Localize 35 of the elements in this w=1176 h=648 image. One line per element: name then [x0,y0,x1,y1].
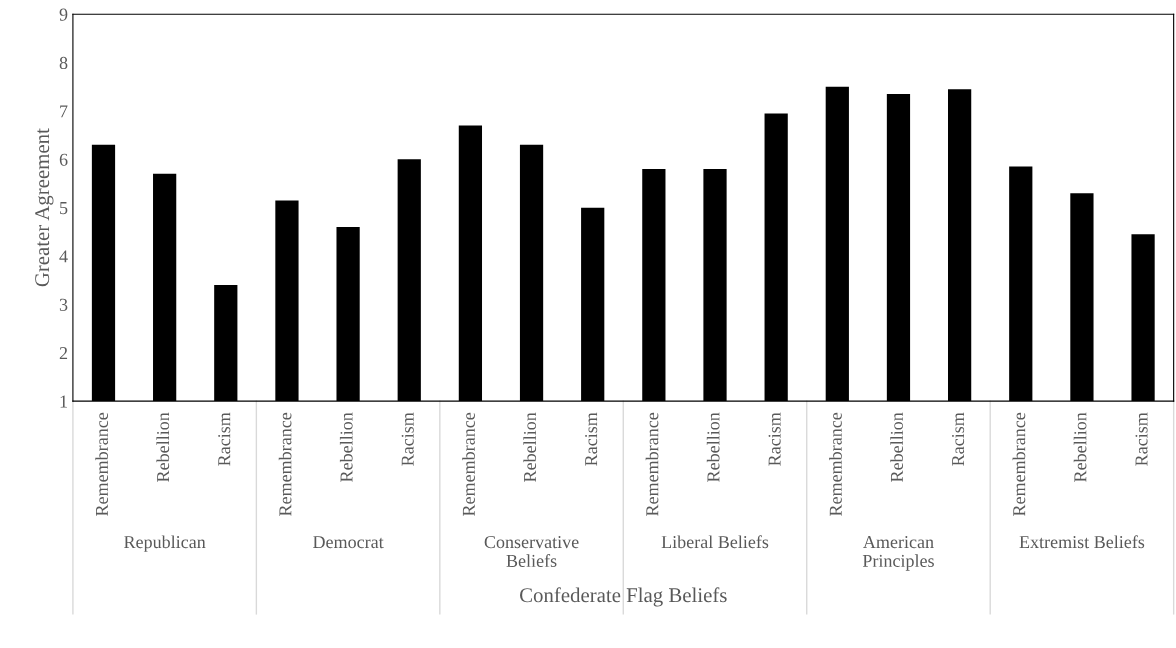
x-tick-label: Racism [585,412,598,466]
x-axis-title: Confederate Flag Beliefs [520,587,727,607]
text: Democrat [313,536,384,549]
y-tick-label: 7 [60,105,68,118]
x-tick-label: Rebellion [523,412,537,482]
x-tick-label: Remembrance [462,412,475,516]
text: Liberal Beliefs [661,535,769,549]
x-tick-label: Remembrance [278,412,292,516]
x-tick-label: Remembrance [645,412,659,516]
y-tick-label: 5 [60,202,68,215]
x-tick-label: Rebellion [1073,412,1087,482]
y-tick-label: 2 [59,347,68,360]
x-tick-label: Rebellion [339,412,353,482]
text: Republican [124,535,206,552]
y-tick-label: 3 [59,298,68,311]
x-tick-label: Rebellion [706,412,720,482]
text: Conservative Beliefs [484,535,579,568]
x-tick-label: Racism [768,412,781,466]
x-tick-label: Racism [952,412,965,466]
x-tick-label: Rebellion [890,412,903,482]
y-tick-label: 6 [59,153,68,166]
x-tick-label: Racism [401,412,414,466]
y-tick-label: 1 [60,395,67,408]
x-tick-label: Remembrance [95,412,109,516]
x-tick-label: Racism [1135,412,1148,466]
text: Extremist Beliefs [1019,535,1145,549]
x-tick-label: Remembrance [1012,412,1026,516]
y-tick-label: 8 [59,56,68,70]
y-axis-title: Greater Agreement [35,128,54,287]
x-tick-label: Rebellion [156,412,170,482]
y-tick-label: 4 [59,250,68,263]
text: American Principles [862,535,934,571]
x-tick-label: Racism [218,412,231,466]
y-tick-label: 9 [59,8,68,21]
x-tick-label: Remembrance [829,412,842,516]
